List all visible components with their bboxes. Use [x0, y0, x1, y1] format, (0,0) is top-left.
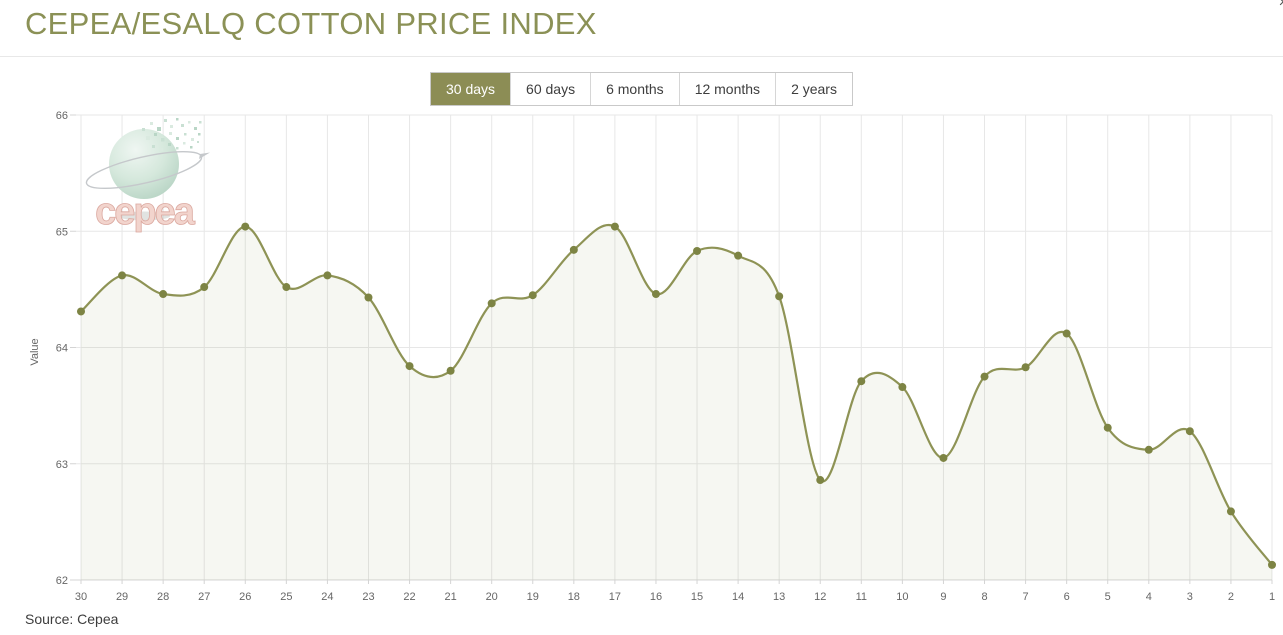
- data-point-day-21[interactable]: [446, 366, 455, 375]
- x-tick-label: 4: [1146, 591, 1152, 603]
- tab-12-months[interactable]: 12 months: [678, 73, 776, 105]
- tab-30-days[interactable]: 30 days: [431, 73, 511, 105]
- x-tick-label: 7: [1023, 591, 1029, 603]
- data-point-day-3[interactable]: [1185, 427, 1194, 436]
- x-tick-label: 29: [116, 591, 128, 603]
- data-point-day-12[interactable]: [816, 476, 825, 485]
- title-divider: [0, 56, 1283, 57]
- x-tick-label: 23: [362, 591, 374, 603]
- x-tick-label: 18: [568, 591, 580, 603]
- data-point-day-18[interactable]: [569, 245, 578, 254]
- data-point-day-25[interactable]: [282, 283, 291, 292]
- data-point-day-9[interactable]: [939, 453, 948, 462]
- y-tick-label: 62: [56, 575, 68, 587]
- x-tick-label: 17: [609, 591, 621, 603]
- data-point-day-23[interactable]: [364, 293, 373, 302]
- x-tick-label: 9: [940, 591, 946, 603]
- data-point-day-17[interactable]: [610, 222, 619, 231]
- tab-2-years[interactable]: 2 years: [775, 73, 852, 105]
- x-tick-label: 22: [403, 591, 415, 603]
- x-tick-label: 15: [691, 591, 703, 603]
- data-point-day-27[interactable]: [200, 283, 209, 292]
- x-tick-label: 1: [1269, 591, 1275, 603]
- data-point-day-11[interactable]: [857, 377, 866, 386]
- page-title: CEPEA/ESALQ COTTON PRICE INDEX: [25, 6, 597, 41]
- data-point-day-14[interactable]: [734, 251, 743, 260]
- x-tick-label: 30: [75, 591, 87, 603]
- x-tick-label: 16: [650, 591, 662, 603]
- x-tick-label: 10: [896, 591, 908, 603]
- data-point-day-2[interactable]: [1226, 507, 1235, 516]
- data-point-day-19[interactable]: [528, 291, 537, 300]
- x-tick-label: 6: [1064, 591, 1070, 603]
- x-tick-label: 26: [239, 591, 251, 603]
- x-tick-label: 27: [198, 591, 210, 603]
- data-point-day-20[interactable]: [487, 299, 496, 308]
- x-tick-label: 19: [527, 591, 539, 603]
- data-point-day-26[interactable]: [241, 222, 250, 231]
- data-point-day-30[interactable]: [77, 307, 85, 316]
- x-tick-label: 20: [486, 591, 498, 603]
- x-tick-label: 5: [1105, 591, 1111, 603]
- x-tick-label: 8: [981, 591, 987, 603]
- data-point-day-7[interactable]: [1021, 363, 1030, 372]
- y-axis-title: Value: [29, 338, 41, 365]
- data-point-day-6[interactable]: [1062, 329, 1071, 338]
- x-tick-label: 28: [157, 591, 169, 603]
- data-point-day-29[interactable]: [118, 271, 127, 280]
- x-tick-label: 11: [856, 591, 867, 603]
- data-point-day-10[interactable]: [898, 383, 907, 392]
- data-point-day-24[interactable]: [323, 271, 332, 280]
- source-note: Source: Cepea: [25, 611, 119, 627]
- data-point-day-5[interactable]: [1103, 423, 1112, 432]
- data-point-day-1[interactable]: [1268, 560, 1276, 569]
- data-point-day-8[interactable]: [980, 372, 989, 381]
- y-tick-label: 66: [56, 110, 68, 122]
- x-tick-label: 25: [280, 591, 292, 603]
- tab-60-days[interactable]: 60 days: [510, 73, 591, 105]
- tab-6-months[interactable]: 6 months: [590, 73, 679, 105]
- close-icon[interactable]: ×: [1279, 0, 1283, 11]
- data-point-day-28[interactable]: [159, 290, 168, 299]
- x-tick-label: 14: [732, 591, 744, 603]
- y-tick-label: 64: [56, 343, 68, 355]
- period-tabs: 30 days 60 days 6 months 12 months 2 yea…: [430, 72, 853, 106]
- data-point-day-22[interactable]: [405, 362, 414, 371]
- x-tick-label: 3: [1187, 591, 1193, 603]
- x-tick-label: 2: [1228, 591, 1234, 603]
- data-point-day-13[interactable]: [775, 292, 784, 301]
- data-point-day-4[interactable]: [1144, 445, 1153, 454]
- y-tick-label: 63: [56, 459, 68, 471]
- data-point-day-15[interactable]: [693, 247, 702, 256]
- x-tick-label: 12: [814, 591, 826, 603]
- x-tick-label: 24: [321, 591, 333, 603]
- x-tick-label: 13: [773, 591, 785, 603]
- x-tick-label: 21: [444, 591, 456, 603]
- data-point-day-16[interactable]: [651, 290, 660, 299]
- y-tick-label: 65: [56, 226, 68, 238]
